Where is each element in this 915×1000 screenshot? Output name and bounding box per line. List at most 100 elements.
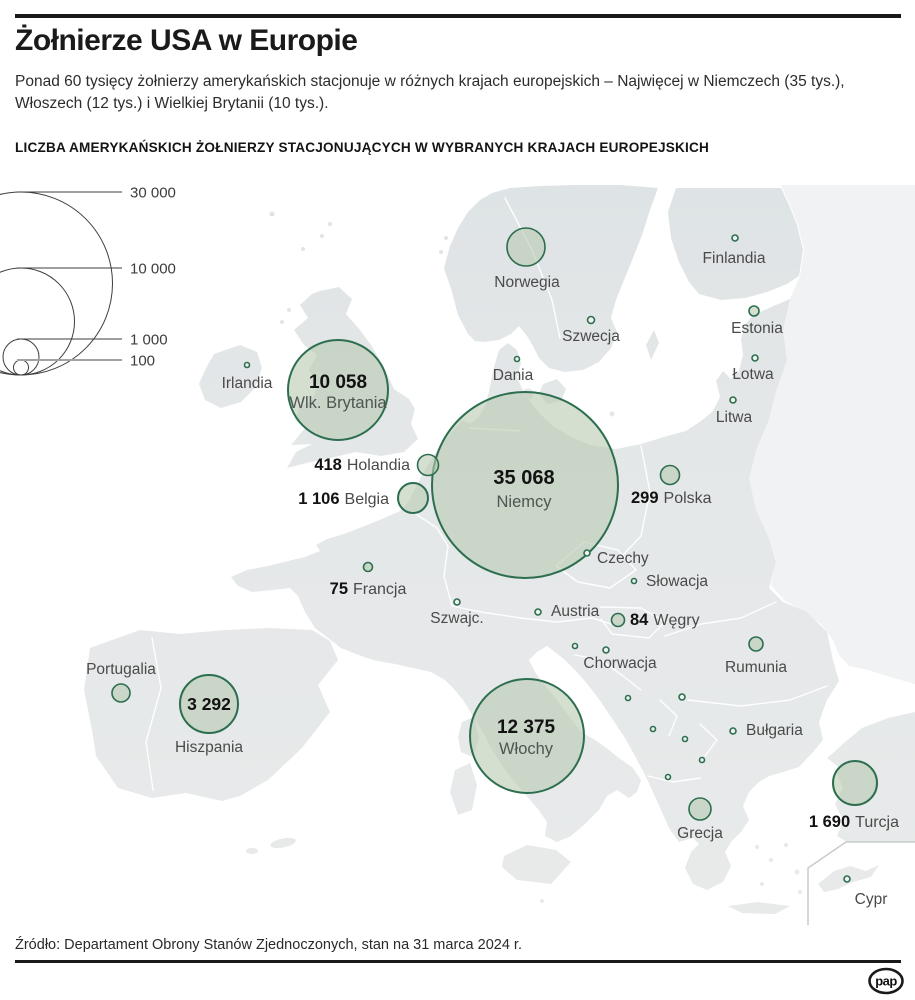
label-dania: Dania [493, 367, 534, 384]
country-holandia: 418 Holandia [314, 453, 440, 477]
label-czechy: Czechy [597, 550, 649, 567]
dot-lotwa [751, 354, 759, 362]
country-polska: 299 Polska [631, 464, 712, 507]
country-szwajcaria: Szwajc. [430, 598, 484, 627]
dot-unlabeled-1 [571, 642, 579, 650]
bubble-belgia [397, 482, 429, 514]
legend-label-10000: 10 000 [130, 261, 176, 278]
country-lotwa: Łotwa [732, 354, 774, 383]
legend-label-30000: 30 000 [130, 185, 176, 202]
dot-cypr [843, 875, 851, 883]
label-rumunia: Rumunia [725, 659, 787, 676]
label-finlandia: Finlandia [703, 250, 766, 267]
legend-label-1000: 1 000 [130, 332, 168, 349]
island-crete [728, 902, 790, 914]
landmass-mainland [231, 299, 839, 890]
landmass-east-europe [749, 185, 915, 684]
label-niemcy: Niemcy [496, 493, 552, 511]
label-slowacja: Słowacja [646, 573, 708, 590]
island-aegean-1 [755, 845, 759, 849]
bubble-wegry [610, 612, 626, 628]
label-grecja: Grecja [677, 825, 723, 842]
bubble-norwegia [506, 227, 546, 267]
country-norwegia: Norwegia [494, 227, 560, 291]
label-lotwa: Łotwa [732, 366, 774, 383]
dot-irlandia [243, 361, 251, 369]
island-lofoten-2 [439, 250, 443, 254]
island-hebrides-1 [287, 308, 291, 312]
label-holandia: 418 Holandia [314, 456, 410, 474]
dot-dania [513, 355, 521, 363]
country-wlk-brytania: 10 058 Wlk. Brytania [287, 339, 389, 441]
dot-unlabeled-3 [678, 693, 686, 701]
country-dania: Dania [493, 355, 534, 384]
bubble-francja [362, 561, 374, 573]
island-aegean-5 [760, 882, 764, 886]
dot-unlabeled-2 [624, 694, 632, 702]
island-aegean-3 [784, 843, 788, 847]
label-norwegia: Norwegia [494, 274, 560, 291]
label-portugalia: Portugalia [86, 661, 156, 678]
bubble-niemcy [431, 391, 619, 579]
dot-bulgaria [729, 727, 737, 735]
dot-chorwacja [602, 646, 610, 654]
country-wegry: 84 Węgry [610, 611, 700, 629]
country-estonia: Estonia [731, 305, 783, 337]
legend-circle-30000 [0, 191, 113, 376]
island-faroe [269, 211, 275, 217]
island-hebrides-2 [280, 320, 284, 324]
source-note: Źródło: Departament Obrony Stanów Zjedno… [15, 937, 522, 953]
value-wlochy: 12 375 [497, 717, 556, 738]
label-austria: Austria [551, 603, 600, 620]
country-francja: 75 Francja [330, 561, 406, 598]
dot-slowacja [630, 577, 638, 585]
country-niemcy: 35 068 Niemcy [431, 391, 619, 579]
country-litwa: Litwa [716, 396, 752, 426]
country-portugalia: Portugalia [86, 661, 156, 703]
island-mallorca [270, 837, 296, 849]
dot-czechy [583, 549, 591, 557]
island-sicily [502, 845, 571, 884]
size-legend: 30 000 10 000 1 000 100 [0, 185, 176, 376]
island-aegean-4 [794, 869, 800, 875]
pap-logo-ellipse [868, 967, 904, 995]
country-szwecja: Szwecja [562, 315, 620, 345]
legend-circle-10000 [0, 267, 75, 376]
country-rumunia: Rumunia [725, 636, 787, 676]
dot-szwajcaria [453, 598, 461, 606]
country-slowacja: Słowacja [630, 573, 708, 590]
dot-szwecja [586, 315, 596, 325]
unlabeled-dots [571, 642, 706, 781]
country-turcja: 1 690 Turcja [809, 760, 899, 831]
island-shetland-2 [320, 234, 324, 238]
label-hiszpania: Hiszpania [175, 739, 243, 756]
landmass-scandinavia [444, 185, 658, 372]
bubble-polska [659, 464, 681, 486]
cyprus-inset [807, 841, 915, 925]
inset-border [807, 841, 915, 925]
country-cypr: Cypr [843, 875, 887, 908]
country-wlochy: 12 375 Włochy [469, 678, 585, 794]
label-turcja: 1 690 Turcja [809, 813, 899, 831]
lead-paragraph: Ponad 60 tysięcy żołnierzy amerykańskich… [15, 73, 845, 112]
value-wlk-brytania: 10 058 [309, 372, 367, 393]
bubble-wlk-brytania [287, 339, 389, 441]
label-estonia: Estonia [731, 320, 783, 337]
page-title: Żołnierze USA w Europie [15, 24, 358, 57]
legend-circle-100 [13, 359, 29, 376]
island-ibiza [246, 848, 258, 854]
island-aegean-2 [769, 858, 773, 862]
country-czechy: Czechy [583, 549, 649, 567]
country-hiszpania: 3 292 Hiszpania [175, 674, 243, 756]
dot-unlabeled-7 [664, 773, 672, 781]
value-hiszpania: 3 292 [187, 694, 231, 714]
label-polska: 299 Polska [631, 489, 712, 507]
label-chorwacja: Chorwacja [583, 655, 657, 672]
island-shetland-1 [328, 222, 332, 226]
island-orkney [301, 247, 305, 251]
dot-unlabeled-6 [698, 756, 706, 764]
pap-logo-text: pap [875, 974, 897, 989]
label-wegry: 84 Węgry [630, 611, 700, 629]
dot-unlabeled-5 [681, 735, 689, 743]
